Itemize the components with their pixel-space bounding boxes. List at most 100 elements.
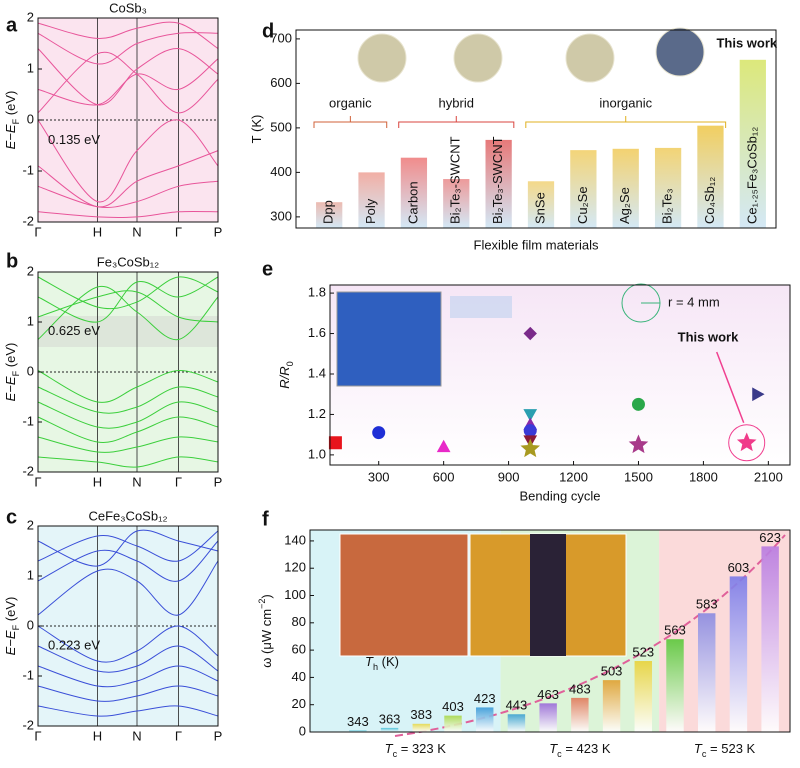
y-tick-label: -2 <box>22 717 34 732</box>
band <box>37 540 219 582</box>
value-label: 403 <box>442 699 464 714</box>
region-label: Tc = 323 K <box>385 741 447 759</box>
y-tick-label: 600 <box>270 75 292 90</box>
point <box>372 426 386 440</box>
y-tick-label: -1 <box>22 413 34 428</box>
panel-label: c <box>6 506 17 528</box>
bar <box>697 125 724 228</box>
group-label: This work <box>716 35 777 50</box>
y-tick-label: 2 <box>27 517 34 532</box>
bar <box>666 639 684 732</box>
bar <box>761 546 779 732</box>
inset-photo <box>336 291 442 387</box>
bar <box>527 181 555 228</box>
band <box>37 58 219 106</box>
x-tick-label: P <box>214 728 223 743</box>
y-tick-label: 60 <box>292 642 306 657</box>
value-label: 583 <box>696 597 718 612</box>
x-tick-label: Bi₂Te₃-SWCNT <box>490 136 505 224</box>
label-part: F <box>11 624 21 630</box>
y-tick-label: 120 <box>284 560 306 575</box>
x-tick-label: N <box>132 224 141 239</box>
band <box>37 386 219 414</box>
band <box>37 48 219 106</box>
x-tick-label: 600 <box>433 469 455 484</box>
region-label: Tc = 523 K <box>694 741 756 759</box>
y-tick-label: 1.6 <box>308 325 326 340</box>
x-tick-label: P <box>214 224 223 239</box>
band <box>37 180 219 208</box>
label-part: c <box>557 749 562 759</box>
x-tick-label: Γ <box>34 224 41 239</box>
point <box>523 326 537 341</box>
bar <box>571 697 589 732</box>
y-axis-label: R/R0 <box>277 361 295 388</box>
band <box>37 560 219 616</box>
material-photo <box>357 33 407 83</box>
y-tick-label: 700 <box>270 30 292 45</box>
band <box>37 150 219 208</box>
panel-label: a <box>6 14 18 36</box>
y-axis-label: E−EF (eV) <box>3 343 21 402</box>
group-bracket <box>398 116 515 128</box>
x-tick-label: SnSe <box>532 192 547 224</box>
x-tick-label: 300 <box>368 469 390 484</box>
y-tick-label: 1 <box>27 567 34 582</box>
x-tick-label: Ce₁.₂₅Fe₃CoSb₁₂ <box>744 127 759 224</box>
value-label: 443 <box>506 698 528 713</box>
highlight-ring <box>728 424 766 462</box>
x-tick-label: Γ <box>175 474 182 489</box>
y-tick-label: 0 <box>27 617 34 632</box>
panel-label: b <box>6 250 18 272</box>
label-part: F <box>11 118 21 124</box>
point <box>752 387 765 402</box>
gap-label: 0.135 eV <box>48 132 100 147</box>
x-tick-label: Γ <box>175 728 182 743</box>
bar <box>349 730 367 732</box>
x-tick-label: Poly <box>363 198 378 224</box>
x-tick-label: N <box>132 728 141 743</box>
material-photo <box>655 27 705 77</box>
bar <box>358 172 385 228</box>
bar <box>412 723 431 732</box>
band <box>37 210 219 219</box>
bar <box>739 59 766 229</box>
x-tick-label: H <box>93 474 102 489</box>
point <box>436 439 451 453</box>
x-axis-label: Flexible film materials <box>474 237 599 252</box>
point <box>520 438 541 458</box>
gap-band <box>38 316 218 347</box>
group-label: inorganic <box>599 95 652 110</box>
value-label: 423 <box>474 691 496 706</box>
x-tick-label: P <box>214 474 223 489</box>
plot-frame <box>295 29 777 229</box>
x-tick-label: Carbon <box>405 181 420 224</box>
y-tick-label: -1 <box>22 162 34 177</box>
label-part: R/R <box>277 366 292 388</box>
panel-label: d <box>262 20 274 42</box>
plot-frame <box>329 284 791 466</box>
value-label: 463 <box>537 687 559 702</box>
label-part: 0 <box>285 361 295 366</box>
bar <box>729 576 748 732</box>
point <box>628 434 649 454</box>
inset-film <box>450 296 512 318</box>
group-label: hybrid <box>439 95 474 110</box>
y-tick-label: 1.2 <box>308 406 326 421</box>
band <box>37 705 219 717</box>
label-part: T <box>385 741 394 756</box>
label-part: ) <box>259 594 274 598</box>
band <box>37 645 219 673</box>
th-label: Th (K) <box>365 654 399 672</box>
y-tick-label: 2 <box>27 9 34 24</box>
group-bracket <box>313 116 388 128</box>
band <box>37 21 219 50</box>
label-part: −2 <box>257 599 267 609</box>
plot-frame <box>309 529 791 733</box>
x-tick-label: 1500 <box>624 469 653 484</box>
x-tick-label: H <box>93 224 102 239</box>
y-tick-label: -2 <box>22 463 34 478</box>
value-label: 503 <box>601 664 623 679</box>
group-label: organic <box>329 95 372 110</box>
x-tick-label: Ag₂Se <box>617 187 632 224</box>
